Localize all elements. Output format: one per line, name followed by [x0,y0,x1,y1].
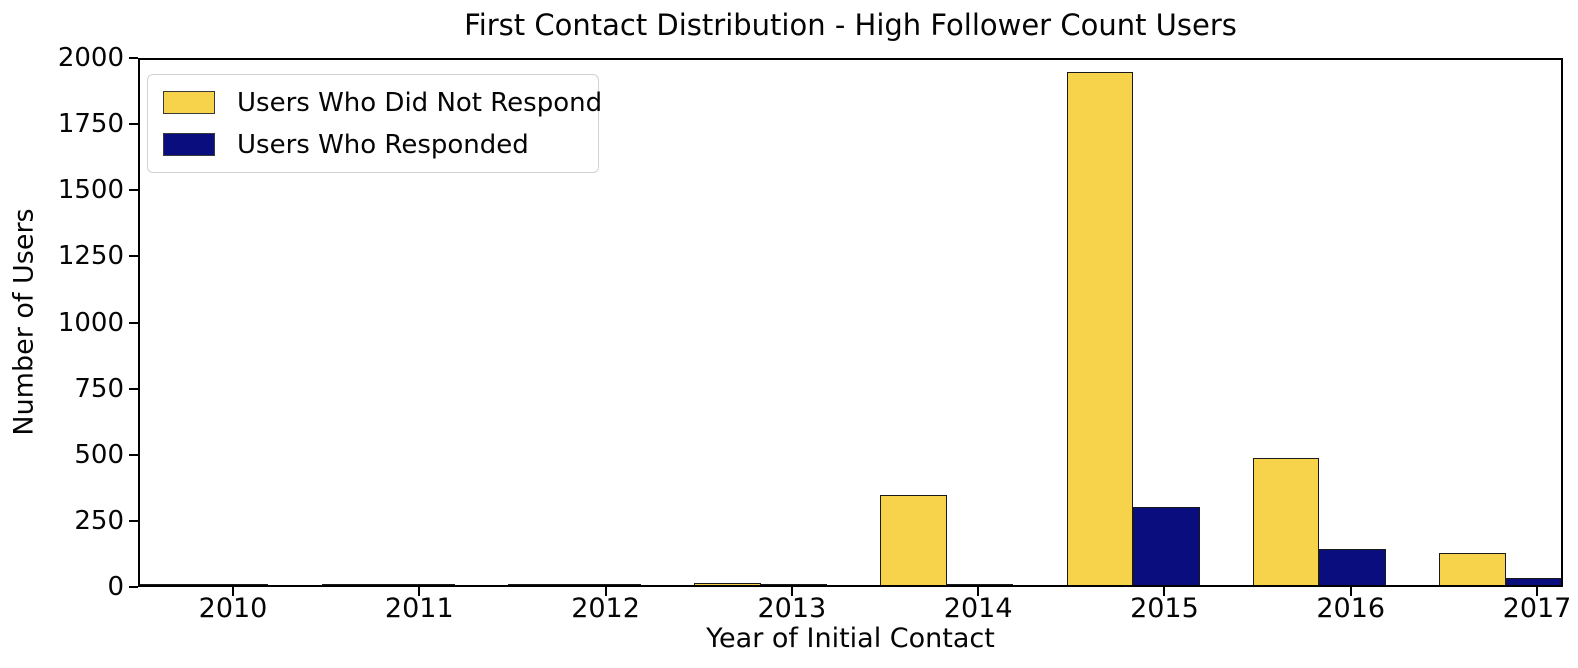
legend-swatch-did-not-respond [163,91,215,114]
y-tick-mark-250 [129,519,138,522]
y-tick-label-1250: 1250 [57,241,124,272]
legend-entry-responded: Users Who Responded [163,130,598,160]
bar-did-not-respond-2016 [1252,458,1320,585]
x-tick-label-2013: 2013 [757,593,827,624]
y-tick-label-1000: 1000 [57,307,124,338]
bar-did-not-respond-2010 [140,584,202,585]
x-tick-label-2010: 2010 [198,593,268,624]
bar-did-not-respond-2011 [321,583,389,585]
bar-did-not-respond-2017 [1439,552,1506,585]
bars-layer [140,60,1561,585]
x-tick-mark-2017 [1536,587,1538,596]
bar-responded-2011 [388,584,455,585]
bar-responded-2010 [201,584,269,585]
y-tick-mark-750 [129,387,138,390]
x-tick-mark-2016 [1349,587,1352,596]
y-tick-label-500: 500 [74,439,124,470]
y-tick-mark-1000 [129,321,138,324]
y-tick-mark-1500 [129,189,138,192]
x-tick-mark-2014 [977,587,980,596]
x-tick-mark-2012 [604,587,607,596]
x-tick-mark-2013 [790,587,793,596]
x-tick-mark-2010 [232,587,234,596]
bar-responded-2012 [574,584,641,585]
bar-responded-2016 [1319,549,1386,585]
bar-responded-2013 [760,584,828,585]
y-tick-label-250: 250 [74,505,124,536]
legend-entry-did-not-respond: Users Who Did Not Respond [163,88,602,118]
legend-swatch-responded [163,133,215,156]
bar-responded-2017 [1505,577,1561,585]
x-tick-mark-2015 [1163,587,1166,596]
legend: Users Who Did Not Respond Users Who Resp… [147,74,602,173]
x-tick-label-2017: 2017 [1502,593,1572,624]
x-axis-label: Year of Initial Contact [706,623,995,654]
x-tick-label-2016: 2016 [1316,593,1386,624]
x-tick-label-2014: 2014 [943,593,1013,624]
y-tick-label-1750: 1750 [57,109,124,140]
x-tick-label-2011: 2011 [384,593,454,624]
y-tick-mark-1250 [129,255,138,258]
x-tick-label-2015: 2015 [1130,593,1199,624]
bar-responded-2015 [1133,506,1200,585]
plot-area: Users Who Did Not Respond Users Who Resp… [138,58,1563,587]
y-tick-label-750: 750 [74,373,124,404]
x-tick-label-2012: 2012 [571,593,640,624]
y-tick-mark-2000 [129,57,138,59]
y-tick-mark-500 [129,453,138,456]
bar-did-not-respond-2015 [1066,71,1134,585]
y-tick-label-2000: 2000 [57,43,124,73]
chart-title: First Contact Distribution - High Follow… [464,8,1237,42]
bar-did-not-respond-2012 [507,583,575,585]
bar-did-not-respond-2014 [880,495,947,585]
x-tick-mark-2011 [418,587,421,596]
y-tick-mark-1750 [129,123,138,126]
legend-label-responded: Users Who Responded [237,129,529,160]
y-tick-label-0: 0 [107,572,124,602]
bar-responded-2014 [946,584,1014,585]
y-tick-label-1500: 1500 [57,175,124,206]
legend-label-did-not-respond: Users Who Did Not Respond [237,87,603,118]
bar-did-not-respond-2013 [694,582,761,585]
y-tick-mark-0 [129,586,138,588]
